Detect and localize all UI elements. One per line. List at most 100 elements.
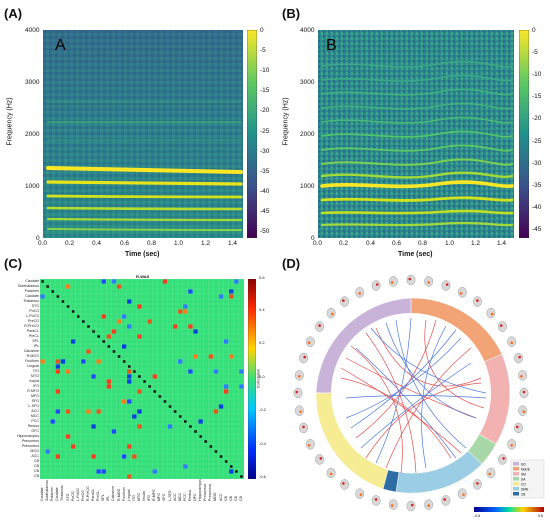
diagonal-cell	[62, 300, 65, 303]
corr-row-label: L-SFG	[28, 404, 39, 408]
brain-thumbnail-icon	[487, 308, 495, 318]
corr-col-label: L-PoCG	[76, 488, 80, 501]
corr-col-label: Caudate	[40, 487, 44, 501]
panel-b-letter: B	[326, 37, 337, 54]
corr-col-label: Putamen	[50, 487, 54, 501]
correlation-cell	[122, 454, 126, 458]
corr-col-label: ParaCL	[91, 489, 95, 501]
panel-a-ytick: 2000	[25, 131, 39, 138]
brain-thumbnail-icon	[295, 370, 303, 380]
correlation-cell	[66, 434, 70, 438]
corr-col-label: R-MOG	[117, 489, 121, 501]
brain-thumbnail-icon	[340, 297, 348, 307]
correlation-cell	[219, 404, 223, 408]
brain-thumbnail-icon	[498, 454, 506, 464]
correlation-cell	[163, 279, 167, 283]
brain-thumbnail-icon	[514, 423, 522, 433]
correlation-cell	[178, 309, 182, 313]
panel-a-cb-tick: -50	[260, 228, 269, 235]
correlation-cell	[234, 279, 238, 283]
panel-b-cb-tick: -5	[532, 49, 538, 56]
correlation-cell	[117, 284, 121, 288]
brain-thumbnail-icon	[518, 406, 526, 416]
corr-row-label: IPL	[34, 344, 39, 348]
diagonal-cell	[77, 315, 80, 318]
corr-col-label: MOG	[213, 492, 217, 501]
diagonal-cell	[143, 380, 146, 383]
correlation-cell	[81, 359, 85, 363]
corr-row-label: SFG	[32, 399, 39, 403]
panel-a-cb-tick: -15	[260, 87, 269, 94]
correlation-cell	[229, 294, 233, 298]
correlation-cell	[102, 279, 106, 283]
diagonal-cell	[128, 365, 131, 368]
corr-col-label: ACC	[219, 493, 223, 501]
brain-thumbnail-icon	[473, 479, 481, 489]
correlation-cell	[127, 379, 131, 383]
corr-col-label: Calcarine	[111, 486, 115, 501]
corr-row-label: MOG	[30, 449, 39, 453]
corr-row-label: Thalamus	[23, 299, 39, 303]
panel-b-xlabel: Time (sec)	[398, 251, 433, 258]
correlation-cell	[66, 409, 70, 413]
correlation-cell	[51, 419, 55, 423]
panel-b-cb-tick: -40	[532, 204, 541, 211]
diagonal-cell	[159, 395, 162, 398]
brain-thumbnail-icon	[424, 500, 432, 510]
correlation-cell	[132, 454, 136, 458]
panel-b-ytick: 4000	[300, 27, 314, 34]
diagonal-cell	[235, 470, 238, 473]
panel-a-cb-tick: -5	[260, 47, 266, 54]
correlation-cell	[66, 369, 70, 373]
legend-label: DMN	[521, 487, 529, 491]
correlation-cell	[137, 304, 141, 308]
panel-b-xtick: 1.4	[497, 240, 506, 247]
brain-thumbnail-icon	[327, 308, 335, 318]
corr-row-label: ACC	[31, 409, 39, 413]
diagonal-cell	[204, 440, 207, 443]
panel-a-xlabel: Time (sec)	[125, 251, 160, 258]
correlation-cell	[224, 384, 228, 388]
brain-thumbnail-icon	[295, 406, 303, 416]
corr-row-label: MCC	[31, 414, 39, 418]
panel-c-cb-tick: 0.2	[259, 340, 265, 345]
correlation-cell	[66, 284, 70, 288]
correlation-cell	[137, 409, 141, 413]
correlation-cell	[178, 359, 182, 363]
panel-a-cb-tick: -40	[260, 188, 269, 195]
correlation-cell	[97, 469, 101, 473]
diagonal-cell	[102, 340, 105, 343]
correlation-cell	[56, 409, 60, 413]
correlation-cell	[97, 359, 101, 363]
corr-row-label: SPL	[32, 339, 39, 343]
corr-col-label: CB	[224, 496, 228, 501]
corr-col-label: L-SFG	[168, 490, 172, 501]
correlation-cell	[153, 469, 157, 473]
corr-row-label: PreCG	[28, 319, 39, 323]
brain-thumbnail-icon	[372, 281, 380, 291]
corr-row-label: CB	[34, 474, 39, 478]
panel-a-xtick: 0.0	[38, 240, 47, 247]
corr-row-label: ITG	[33, 369, 39, 373]
panel-a-label: (A)	[4, 6, 22, 21]
corr-col-label: SPL	[101, 494, 105, 501]
brain-thumbnail-icon	[389, 276, 397, 286]
correlation-cell	[91, 454, 95, 458]
brain-thumbnail-icon	[299, 353, 307, 363]
diagonal-cell	[210, 445, 213, 448]
panel-b-cb-tick: -30	[532, 160, 541, 167]
panel-c-cb-tick: 0.4	[259, 307, 265, 312]
corr-row-label: Insula	[29, 379, 39, 383]
diagonal-cell	[51, 290, 54, 293]
panel-b-cb-tick: -10	[532, 71, 541, 78]
panel-a-xtick: 1.0	[174, 240, 183, 247]
corr-row-label: CB	[34, 469, 39, 473]
correlation-cell	[112, 329, 116, 333]
brain-thumbnail-icon	[518, 370, 526, 380]
panel-b-xtick: 0.4	[366, 240, 375, 247]
corr-row-label: Subthalamus	[18, 284, 39, 288]
correlation-cell	[56, 369, 60, 373]
corr-row-label: OFC	[31, 429, 39, 433]
correlation-cell	[107, 334, 111, 338]
correlation-cell	[183, 309, 187, 313]
